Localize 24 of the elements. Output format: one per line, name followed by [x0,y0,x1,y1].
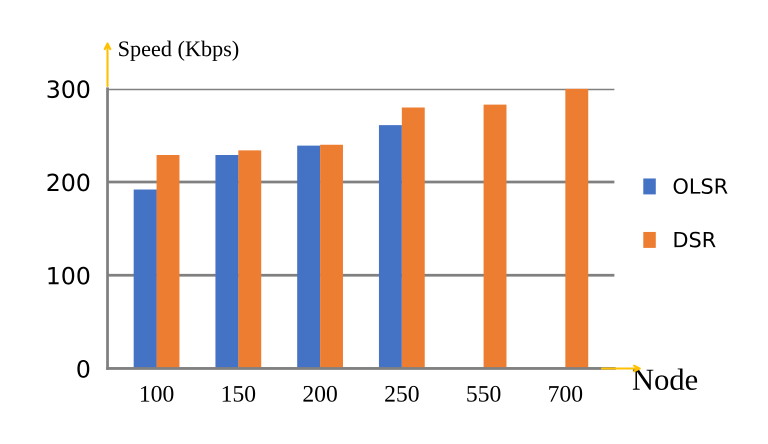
bar [565,88,588,369]
bar [378,125,402,369]
y-tick-label: 300 [48,80,90,98]
bar [320,144,343,369]
legend-label: OLSR [674,178,728,194]
y-tick-label: 100 [48,266,90,285]
x-tick-label: 550 [467,386,500,402]
x-tick-label: 700 [549,386,582,402]
y-tick-label: 0 [77,360,90,378]
x-tick-label: 150 [222,386,256,402]
bar [297,146,320,369]
bar [402,107,425,369]
x-axis-title: Node [632,368,698,390]
bar [134,190,157,369]
bar [484,104,506,369]
x-tick-label: 250 [385,386,419,402]
y-tick-label: 200 [48,173,90,192]
bar [215,155,238,369]
y-axis-title: Speed (Kbps) [119,40,238,61]
bar [156,155,180,369]
legend-label: DSR [674,232,716,248]
x-tick-label: 100 [140,386,174,402]
bar [238,150,262,369]
x-tick-label: 200 [303,386,337,402]
